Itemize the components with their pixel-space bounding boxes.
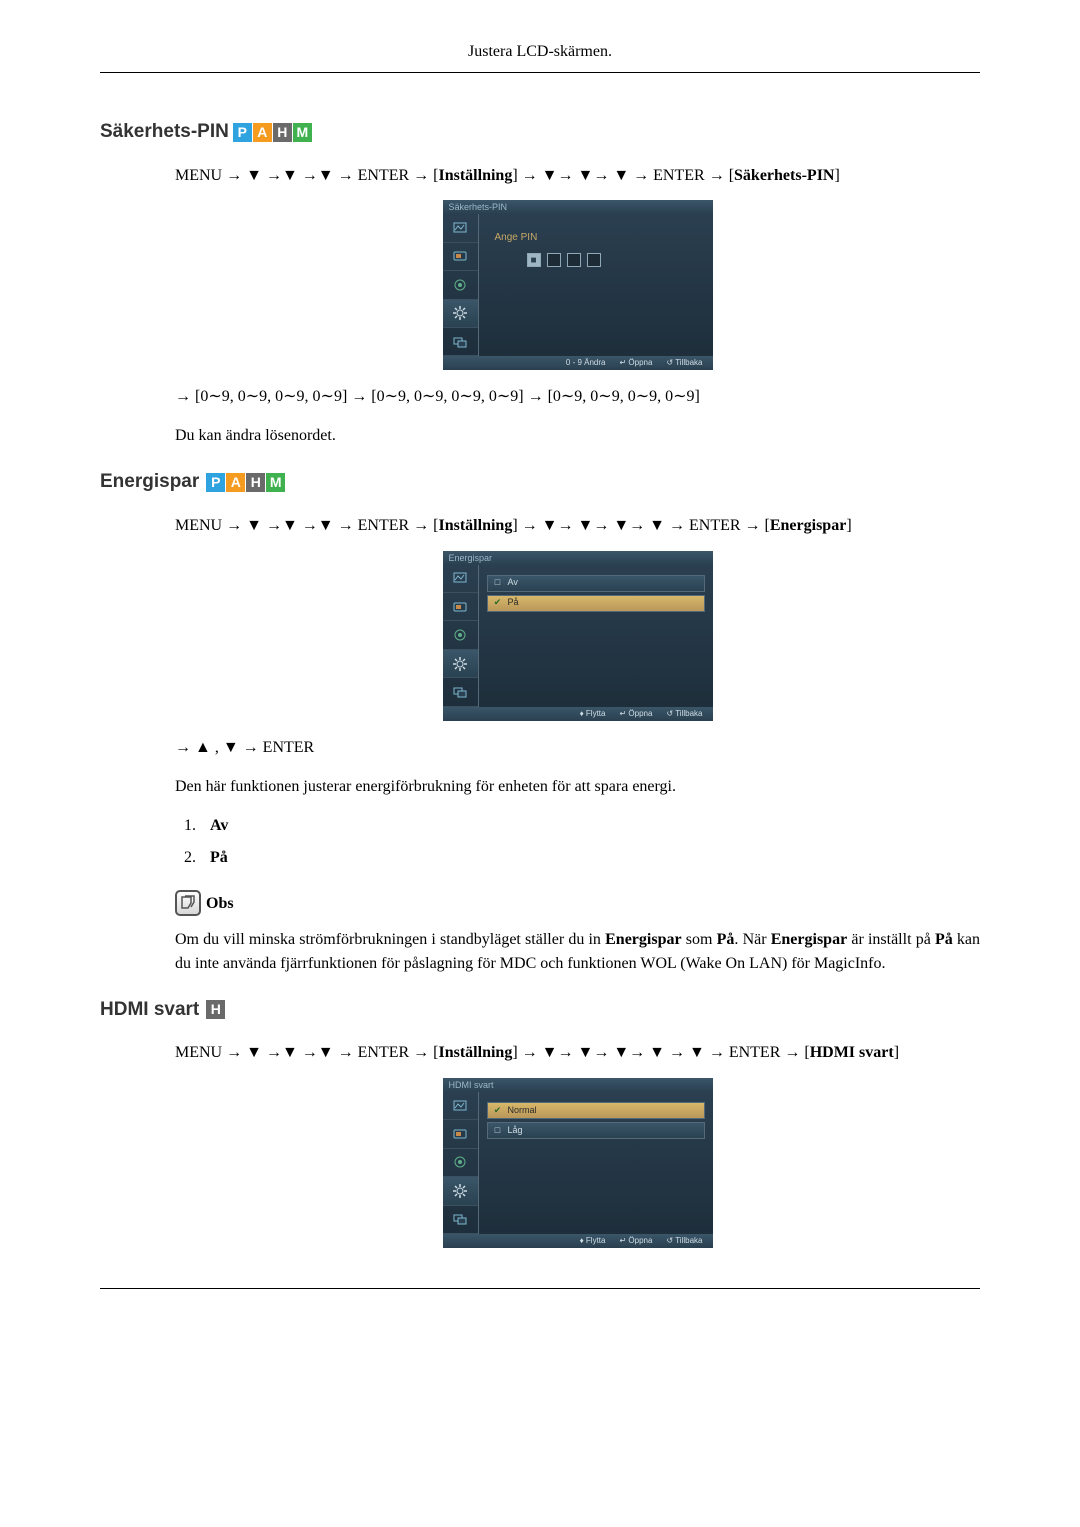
section-title-energy: Energispar P A H M [100,468,980,497]
page-footer-rule [100,1288,980,1289]
osd-hdmi: HDMI svart ✔ Normal □ Låg ♦ Flytta ↵ Öppna… [443,1078,713,1248]
osd-sidebar [443,1092,479,1234]
osd-tab-picture-icon [443,1092,478,1120]
badge-p-icon: P [233,123,252,142]
osd-energy-title: Energispar [443,551,713,565]
section-title-hdmi: HDMI svart H [100,996,980,1025]
radio-icon: □ [493,1125,503,1135]
option-av: □ Av [487,575,705,592]
list-item: Av [200,814,980,838]
osd-tab-input-icon [443,593,478,621]
osd-sidebar [443,565,479,707]
footer-move: ♦ Flytta [580,708,606,720]
pin-nav-path: MENU → ▼ →▼ →▼ → ENTER → [Inställning] →… [175,162,980,191]
pin-sequence: → [0∼9, 0∼9, 0∼9, 0∼9] → [0∼9, 0∼9, 0∼9,… [175,385,980,409]
osd-tab-sound-icon [443,1149,478,1177]
osd-energy-main: □ Av ✔ På [479,565,713,707]
osd-tab-sound-icon [443,621,478,649]
osd-pin-footer: 0 - 9 Ändra ↵ Öppna ↺ Tillbaka [443,356,713,370]
osd-tab-sound-icon [443,271,478,299]
hdmi-nav-path: MENU → ▼ →▼ →▼ → ENTER → [Inställning] →… [175,1039,980,1068]
pin-block: MENU → ▼ →▼ →▼ → ENTER → [Inställning] →… [175,162,980,449]
pin-box-1: ■ [527,253,541,267]
pin-box-4 [587,253,601,267]
pin-box-3 [567,253,581,267]
note-label: Obs [206,892,234,916]
option-lag-label: Låg [508,1124,523,1138]
badge-p-icon: P [206,473,225,492]
page-header: Justera LCD-skärmen. [100,40,980,73]
osd-pin-main: Ange PIN ■ [479,214,713,356]
osd-energy-footer: ♦ Flytta ↵ Öppna ↺ Tillbaka [443,707,713,721]
footer-open: ↵ Öppna [619,708,652,720]
osd-energy: Energispar □ Av ✔ På ♦ Flytta ↵ Öppna ↺ Ti… [443,551,713,721]
pin-box-2 [547,253,561,267]
note-text: Om du vill minska strömförbrukningen i s… [175,928,980,976]
list-item: På [200,846,980,870]
option-av-label: Av [508,576,518,590]
note-icon [175,890,201,916]
osd-hdmi-title: HDMI svart [443,1078,713,1092]
osd-tab-setup-icon [443,1177,478,1205]
osd-tab-setup-icon [443,650,478,678]
energy-block: MENU → ▼ →▼ →▼ → ENTER → [Inställning] →… [175,512,980,976]
option-pa-label: På [508,596,519,610]
osd-tab-input-icon [443,1120,478,1148]
badge-m-icon: M [293,123,312,142]
title-text: Energispar [100,468,199,497]
badge-m-icon: M [266,473,285,492]
footer-back: ↺ Tillbaka [666,357,702,369]
badge-h-icon: H [246,473,265,492]
osd-sidebar [443,214,479,356]
osd-hdmi-main: ✔ Normal □ Låg [479,1092,713,1234]
radio-icon: □ [493,578,503,588]
title-text: HDMI svart [100,996,199,1025]
pin-desc: Du kan ändra lösenordet. [175,424,980,448]
option-lag: □ Låg [487,1122,705,1139]
osd-tab-input-icon [443,243,478,271]
osd-tab-picture-icon [443,565,478,593]
title-text: Säkerhets-PIN [100,118,229,147]
footer-open: ↵ Öppna [619,1235,652,1247]
section-title-pin: Säkerhets-PIN P A H M [100,118,980,147]
osd-tab-multi-icon [443,1206,478,1234]
badge-h-icon: H [206,1000,225,1019]
osd-tab-setup-icon [443,300,478,328]
osd-pin-title: Säkerhets-PIN [443,200,713,214]
hdmi-block: MENU → ▼ →▼ →▼ → ENTER → [Inställning] →… [175,1039,980,1248]
check-icon: ✔ [493,1105,503,1115]
note-row: Obs [175,890,980,916]
option-normal-label: Normal [508,1104,537,1118]
check-icon: ✔ [493,598,503,608]
option-normal: ✔ Normal [487,1102,705,1119]
energy-option-list: Av På [200,814,980,870]
energy-nav-path: MENU → ▼ →▼ →▼ → ENTER → [Inställning] →… [175,512,980,541]
footer-back: ↺ Tillbaka [666,708,702,720]
energy-desc: Den här funktionen justerar energiförbru… [175,775,980,799]
osd-tab-picture-icon [443,214,478,242]
footer-change: 0 - 9 Ändra [566,357,606,369]
footer-open: ↵ Öppna [619,357,652,369]
osd-tab-multi-icon [443,328,478,356]
footer-move: ♦ Flytta [580,1235,606,1247]
footer-back: ↺ Tillbaka [666,1235,702,1247]
pin-boxes: ■ [527,253,705,267]
osd-tab-multi-icon [443,678,478,706]
badge-a-icon: A [226,473,245,492]
energy-after-osd: → ▲ , ▼ → ENTER [175,736,980,760]
osd-hdmi-footer: ♦ Flytta ↵ Öppna ↺ Tillbaka [443,1234,713,1248]
option-pa: ✔ På [487,595,705,612]
badge-a-icon: A [253,123,272,142]
badge-h-icon: H [273,123,292,142]
pin-prompt: Ange PIN [495,230,705,245]
osd-pin: Säkerhets-PIN Ange PIN ■ 0 - 9 Ändra [443,200,713,370]
